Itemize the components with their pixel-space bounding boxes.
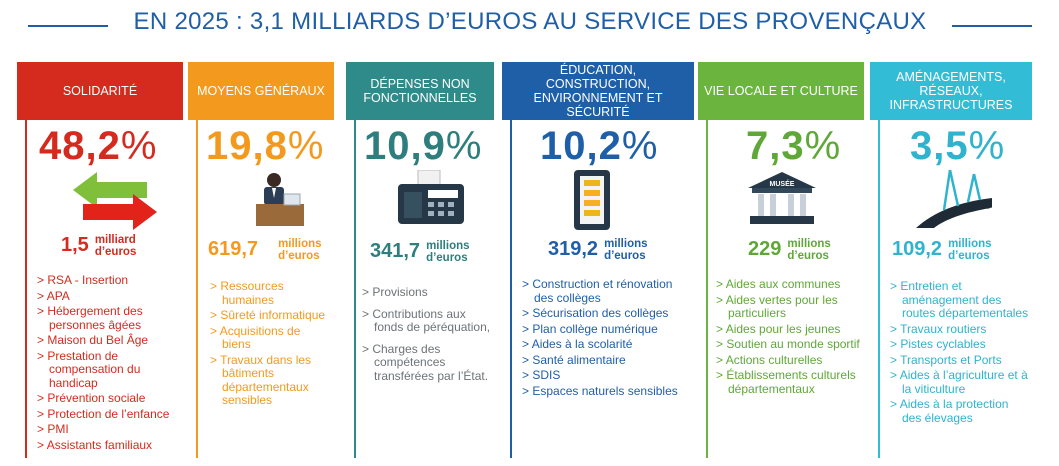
list-item: Entretien et aménagement des routes dépa… (890, 279, 1030, 321)
list-item: Contributions aux fonds de péréquation, (362, 307, 492, 335)
list-item: Plan collège numérique (522, 322, 694, 337)
list-item: Aides à la scolarité (522, 337, 694, 352)
page-title: EN 2025 : 3,1 MILLIARDS D’EUROS AU SERVI… (133, 8, 927, 35)
list-item: SDIS (522, 368, 694, 383)
list-item: Espaces naturels sensibles (522, 384, 694, 399)
list-item: Ressources humaines (210, 279, 332, 307)
items-list: RSA - Insertion APA Hébergement des pers… (37, 273, 183, 454)
percent-value: 10,2% (540, 124, 659, 168)
column-rule (878, 120, 880, 458)
list-item: Établissements culturels départementaux (716, 368, 864, 396)
column-header: DÉPENSES NON FONCTIONNELLES (346, 62, 494, 120)
museum-icon: MUSÉE (746, 170, 818, 233)
column-rule (510, 120, 512, 458)
list-item: Hébergement des personnes âgées (37, 304, 183, 332)
column-vie-locale: VIE LOCALE ET CULTURE 7,3% MUSÉE 229 mill… (698, 62, 864, 462)
list-item: Construction et rénovation des collèges (522, 277, 694, 305)
exchange-arrows-icon (69, 170, 161, 237)
column-rule (354, 120, 356, 458)
column-amenagements: AMÉNAGEMENTS, RÉSEAUX, INFRASTRUCTURES 3… (870, 62, 1032, 462)
title-rule-right (952, 25, 1032, 27)
list-item: Prestation de compensation du handicap (37, 349, 183, 391)
list-item: Sécurisation des collèges (522, 306, 694, 321)
column-rule (196, 120, 198, 458)
list-item: Santé alimentaire (522, 353, 694, 368)
items-list: Ressources humaines Sûreté informatique … (210, 279, 332, 410)
road-bridge-icon (914, 168, 994, 235)
percent-value: 7,3% (746, 124, 842, 168)
list-item: Aides à la protection des élevages (890, 397, 1030, 425)
list-item: Aides aux communes (716, 277, 864, 292)
percent-value: 19,8% (206, 124, 325, 168)
list-item: Prévention sociale (37, 391, 183, 406)
list-item: Soutien au monde sportif (716, 337, 864, 352)
list-item: Maison du Bel Âge (37, 333, 183, 348)
column-depenses: DÉPENSES NON FONCTIONNELLES 10,9% 341,7 m… (346, 62, 494, 462)
percent-value: 48,2% (39, 124, 158, 168)
list-item: Provisions (362, 285, 492, 300)
column-header: MOYENS GÉNÉRAUX (188, 62, 334, 120)
calculator-icon (396, 169, 466, 231)
list-item: Acquisitions de biens (210, 324, 332, 352)
list-item: PMI (37, 422, 183, 437)
amount: 341,7 millions d’euros (370, 240, 470, 264)
title-rule-left (28, 25, 108, 27)
items-list: Entretien et aménagement des routes dépa… (890, 279, 1030, 427)
list-item: Sûreté informatique (210, 308, 332, 323)
amount: 109,2 millions d’euros (892, 238, 992, 262)
items-list: Aides aux communes Aides vertes pour les… (716, 277, 864, 398)
title-row: EN 2025 : 3,1 MILLIARDS D’EUROS AU SERVI… (0, 0, 1059, 56)
column-header: SOLIDARITÉ (17, 62, 183, 120)
office-worker-icon (254, 170, 306, 233)
column-header: ÉDUCATION, CONSTRUCTION, ENVIRONNEMENT E… (502, 62, 694, 120)
list-item: Aides pour les jeunes (716, 322, 864, 337)
list-item: Travaux routiers (890, 322, 1030, 337)
list-item: Travaux dans les bâtiments départementau… (210, 353, 332, 408)
amount: 1,5 milliard d’euros (61, 234, 137, 258)
percent-value: 3,5% (910, 124, 1006, 168)
column-rule (706, 120, 708, 458)
list-item: APA (37, 289, 183, 304)
column-header: AMÉNAGEMENTS, RÉSEAUX, INFRASTRUCTURES (870, 62, 1032, 120)
column-header: VIE LOCALE ET CULTURE (698, 62, 864, 120)
list-item: Protection de l’enfance (37, 407, 183, 422)
amount: 229 millions d’euros (748, 238, 831, 262)
percent-value: 10,9% (364, 124, 483, 168)
svg-text:MUSÉE: MUSÉE (770, 179, 795, 188)
list-item: Charges des compétences transférées par … (362, 342, 492, 384)
list-item: Pistes cyclables (890, 337, 1030, 352)
column-rule (25, 120, 27, 458)
items-list: Construction et rénovation des collèges … (522, 277, 694, 400)
checklist-icon (572, 168, 612, 237)
list-item: RSA - Insertion (37, 273, 183, 288)
list-item: Aides vertes pour les particuliers (716, 293, 864, 321)
column-moyens-generaux: MOYENS GÉNÉRAUX 19,8% 619,7 millions d’eur… (188, 62, 334, 462)
amount: 319,2 millions d’euros (548, 238, 648, 262)
list-item: Transports et Ports (890, 353, 1030, 368)
list-item: Aides à l’agriculture et à la viticultur… (890, 368, 1030, 396)
amount: 619,7 millions d’euros (208, 238, 322, 262)
items-list: Provisions Contributions aux fonds de pé… (362, 285, 492, 385)
list-item: Actions culturelles (716, 353, 864, 368)
column-education: ÉDUCATION, CONSTRUCTION, ENVIRONNEMENT E… (502, 62, 694, 462)
list-item: Assistants familiaux (37, 438, 183, 453)
